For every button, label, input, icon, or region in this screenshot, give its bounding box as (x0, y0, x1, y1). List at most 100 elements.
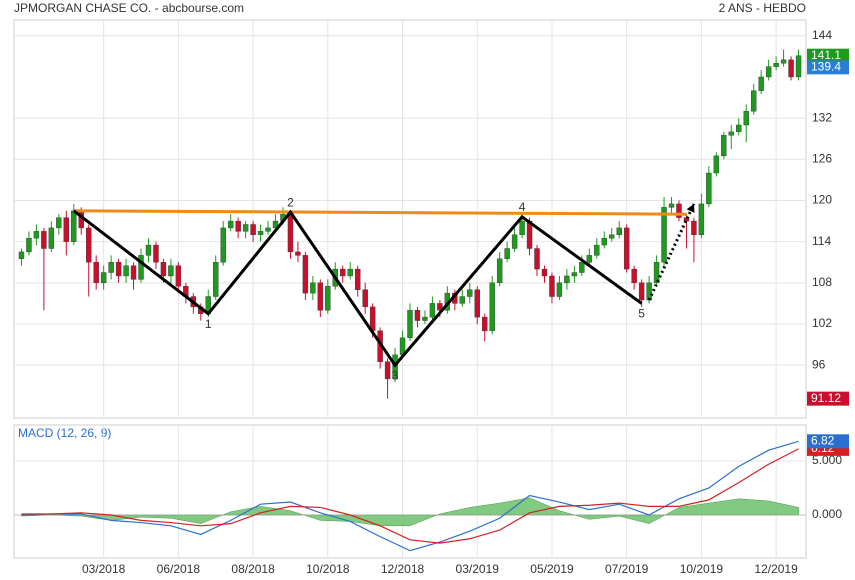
candle-body (317, 282, 324, 311)
pattern-label: 5 (638, 307, 645, 321)
candle-body (467, 289, 473, 297)
candle-body (780, 59, 787, 64)
candle-body (362, 289, 368, 308)
candle-body (130, 265, 137, 280)
candle-body (115, 262, 122, 277)
y-tick-label: 126 (812, 151, 832, 165)
candle-body (250, 224, 256, 235)
y-tick-label: 5.000 (812, 453, 842, 467)
y-tick-label: 114 (812, 234, 831, 248)
candle-body (758, 76, 764, 91)
y-tick-label: 132 (812, 110, 832, 124)
candle-body (773, 63, 779, 67)
candle-body (646, 282, 652, 301)
candle-body (138, 255, 144, 280)
x-tick-label: 05/2019 (530, 562, 574, 576)
candle-body (100, 272, 107, 284)
candle-body (160, 262, 167, 277)
x-tick-label: 03/2019 (456, 562, 500, 576)
y-tick-label: 102 (812, 316, 832, 330)
candle-body (71, 210, 77, 242)
candle-body (26, 238, 32, 253)
candle-body (153, 244, 159, 263)
price-label: 91.12 (811, 391, 841, 405)
macd-panel (13, 424, 807, 559)
candle-body (429, 303, 436, 318)
candle-body (601, 238, 607, 246)
candle-body (728, 131, 734, 136)
candle-body (287, 213, 294, 253)
candle-body (496, 258, 503, 284)
pattern-line (72, 209, 643, 368)
x-tick-label: 08/2018 (231, 562, 275, 576)
candle-body (653, 262, 660, 284)
candle-body (750, 90, 757, 112)
y-tick-label: 108 (812, 275, 832, 289)
candle-body (145, 244, 152, 256)
candle-body (93, 262, 99, 284)
candle-body (564, 275, 570, 284)
candle-body (310, 282, 316, 294)
y-tick-label: 96 (812, 357, 826, 371)
candle-body (795, 55, 802, 78)
candle-body (295, 251, 301, 256)
candle-body (123, 265, 129, 277)
candle-body (265, 227, 271, 232)
x-tick-label: 12/2019 (754, 562, 798, 576)
candle-body (242, 224, 249, 232)
candle-body (788, 59, 794, 78)
candle-body (706, 172, 712, 205)
candle-body (571, 272, 578, 277)
y-tick-label: 144 (812, 28, 832, 42)
resistance-line (73, 209, 687, 216)
x-tick-label: 12/2018 (381, 562, 425, 576)
candle-body (33, 231, 40, 239)
candle-body (534, 248, 540, 270)
pattern-label: 4 (519, 200, 526, 214)
price-label-box (807, 391, 849, 406)
candle-body (213, 262, 219, 297)
price-label-box (807, 48, 849, 63)
candle-body (168, 265, 174, 277)
candle-body (302, 255, 309, 294)
candle-body (631, 268, 637, 284)
candle-body (676, 203, 682, 218)
candle-body (56, 217, 62, 229)
candle-body (579, 262, 585, 273)
candle-body (422, 316, 428, 321)
price-label-box (807, 60, 849, 75)
candle-body (384, 361, 391, 380)
candle-body (765, 66, 772, 78)
candle-body (257, 231, 264, 235)
candle-body (63, 217, 70, 242)
candle-body (86, 227, 92, 263)
macd-histogram (21, 497, 799, 527)
pattern-label: 1 (205, 317, 212, 331)
candle-body (325, 286, 331, 311)
arrow-head (686, 203, 695, 213)
x-tick-label: 06/2018 (157, 562, 201, 576)
chart-title: JPMORGAN CHASE CO. - abcbourse.com (14, 1, 244, 15)
candle-body (48, 227, 55, 249)
x-tick-label: 03/2018 (82, 562, 126, 576)
candle-body (18, 251, 25, 259)
candle-body (519, 220, 525, 235)
candle-body (668, 203, 675, 208)
macd-title: MACD (12, 26, 9) (18, 426, 111, 440)
candle-body (594, 244, 600, 256)
price-label: 141.1 (811, 48, 841, 62)
candle-body (175, 265, 182, 287)
pattern-label: 3 (392, 368, 399, 382)
candle-body (556, 282, 563, 297)
candle-body (340, 268, 346, 277)
candle-body (437, 303, 443, 311)
candle-body (616, 227, 622, 235)
x-tick-label: 10/2018 (306, 562, 350, 576)
chart-subtitle: 2 ANS - HEBDO (719, 1, 806, 15)
x-tick-label: 10/2019 (680, 562, 724, 576)
candle-body (272, 220, 279, 229)
candle-body (511, 234, 518, 249)
macd-value-box (807, 434, 849, 449)
candle-body (721, 135, 727, 157)
